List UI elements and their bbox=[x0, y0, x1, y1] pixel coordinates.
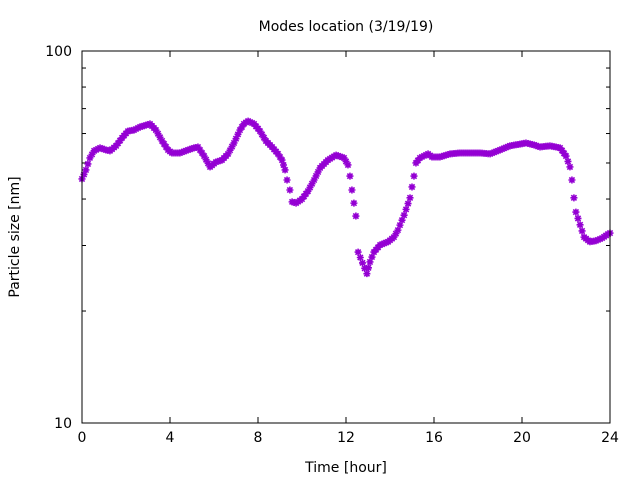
data-point-interp bbox=[228, 143, 236, 151]
data-point bbox=[390, 233, 398, 241]
data-point bbox=[408, 183, 416, 191]
data-point-interp bbox=[312, 172, 320, 180]
data-point bbox=[562, 152, 570, 160]
data-point bbox=[570, 194, 578, 202]
data-point bbox=[568, 176, 576, 184]
data-point bbox=[576, 221, 584, 229]
data-point-interp bbox=[402, 205, 410, 213]
data-point-interp bbox=[359, 259, 366, 267]
data-point bbox=[274, 150, 282, 158]
data-point-interp bbox=[258, 130, 266, 138]
data-point-interp bbox=[356, 253, 364, 261]
plot-frame bbox=[81, 50, 611, 424]
data-point-interp bbox=[361, 264, 369, 272]
data-point bbox=[352, 212, 360, 220]
data-point-interp bbox=[594, 236, 602, 244]
data-point bbox=[348, 186, 356, 194]
data-point-interp bbox=[260, 134, 268, 142]
data-point-interp bbox=[500, 144, 508, 152]
data-point bbox=[354, 248, 362, 256]
data-point-interp bbox=[232, 135, 240, 143]
data-point-interp bbox=[88, 150, 96, 158]
data-point-interp bbox=[502, 143, 510, 151]
data-point-interp bbox=[306, 183, 314, 191]
x-tick-label: 4 bbox=[166, 430, 175, 446]
y-tick-label: 100 bbox=[45, 44, 72, 60]
data-point bbox=[366, 258, 374, 266]
data-point bbox=[256, 127, 264, 135]
data-point bbox=[152, 126, 160, 134]
data-point bbox=[278, 156, 286, 164]
x-axis-label: Time [hour] bbox=[304, 460, 387, 476]
data-point bbox=[400, 211, 408, 219]
data-point-interp bbox=[396, 221, 404, 229]
y-axis-label: Particle size [nm] bbox=[7, 176, 23, 297]
data-point-interp bbox=[368, 253, 376, 261]
data-point bbox=[304, 187, 312, 195]
data-point-interp bbox=[504, 143, 512, 151]
data-point bbox=[350, 199, 358, 207]
x-tick-label: 16 bbox=[425, 430, 443, 446]
data-point-interp bbox=[234, 130, 242, 138]
x-tick-label: 20 bbox=[513, 430, 531, 446]
data-point bbox=[496, 146, 504, 154]
data-point-interp bbox=[154, 130, 162, 138]
data-point bbox=[592, 237, 600, 245]
data-point-interp bbox=[404, 200, 412, 208]
data-points bbox=[78, 117, 614, 278]
x-tick-label: 8 bbox=[254, 430, 263, 446]
data-point-interp bbox=[280, 161, 288, 169]
data-point bbox=[340, 154, 348, 162]
data-point bbox=[286, 186, 294, 194]
data-point-interp bbox=[276, 153, 284, 161]
data-point-interp bbox=[308, 180, 316, 188]
data-point-interp bbox=[226, 146, 234, 154]
data-point bbox=[230, 139, 238, 147]
data-point bbox=[200, 152, 208, 160]
data-point-interp bbox=[574, 214, 582, 222]
axis-ticks bbox=[81, 50, 611, 424]
data-point bbox=[566, 163, 574, 171]
data-point-interp bbox=[364, 264, 372, 272]
data-point bbox=[86, 154, 94, 162]
data-point bbox=[82, 166, 90, 174]
data-point-interp bbox=[202, 156, 210, 164]
data-point bbox=[281, 166, 289, 174]
x-tick-label: 24 bbox=[601, 430, 619, 446]
data-point-interp bbox=[314, 168, 322, 176]
data-point bbox=[363, 270, 371, 278]
data-point bbox=[572, 208, 580, 216]
tick-labels: 0 4 8 12 16 20 24 10 100 bbox=[45, 44, 619, 446]
data-point-interp bbox=[498, 145, 506, 153]
data-point bbox=[410, 172, 418, 180]
data-point-interp bbox=[596, 235, 604, 243]
data-point-interp bbox=[156, 133, 164, 141]
data-point-interp bbox=[342, 157, 350, 165]
data-point-interp bbox=[392, 230, 400, 238]
data-point-interp bbox=[564, 157, 572, 165]
data-point bbox=[406, 194, 414, 202]
data-point-interp bbox=[204, 159, 212, 167]
data-point-interp bbox=[80, 170, 88, 178]
x-tick-label: 12 bbox=[337, 430, 355, 446]
data-point-interp bbox=[578, 227, 586, 235]
data-point-interp bbox=[398, 216, 406, 224]
data-point bbox=[344, 161, 352, 169]
data-point bbox=[346, 172, 354, 180]
y-tick-label: 10 bbox=[54, 416, 72, 432]
data-point bbox=[283, 176, 291, 184]
data-point bbox=[394, 226, 402, 234]
data-point bbox=[224, 150, 232, 158]
chart-title: Modes location (3/19/19) bbox=[259, 19, 434, 35]
data-point-interp bbox=[84, 160, 92, 168]
data-point bbox=[310, 176, 318, 184]
x-tick-label: 0 bbox=[78, 430, 87, 446]
